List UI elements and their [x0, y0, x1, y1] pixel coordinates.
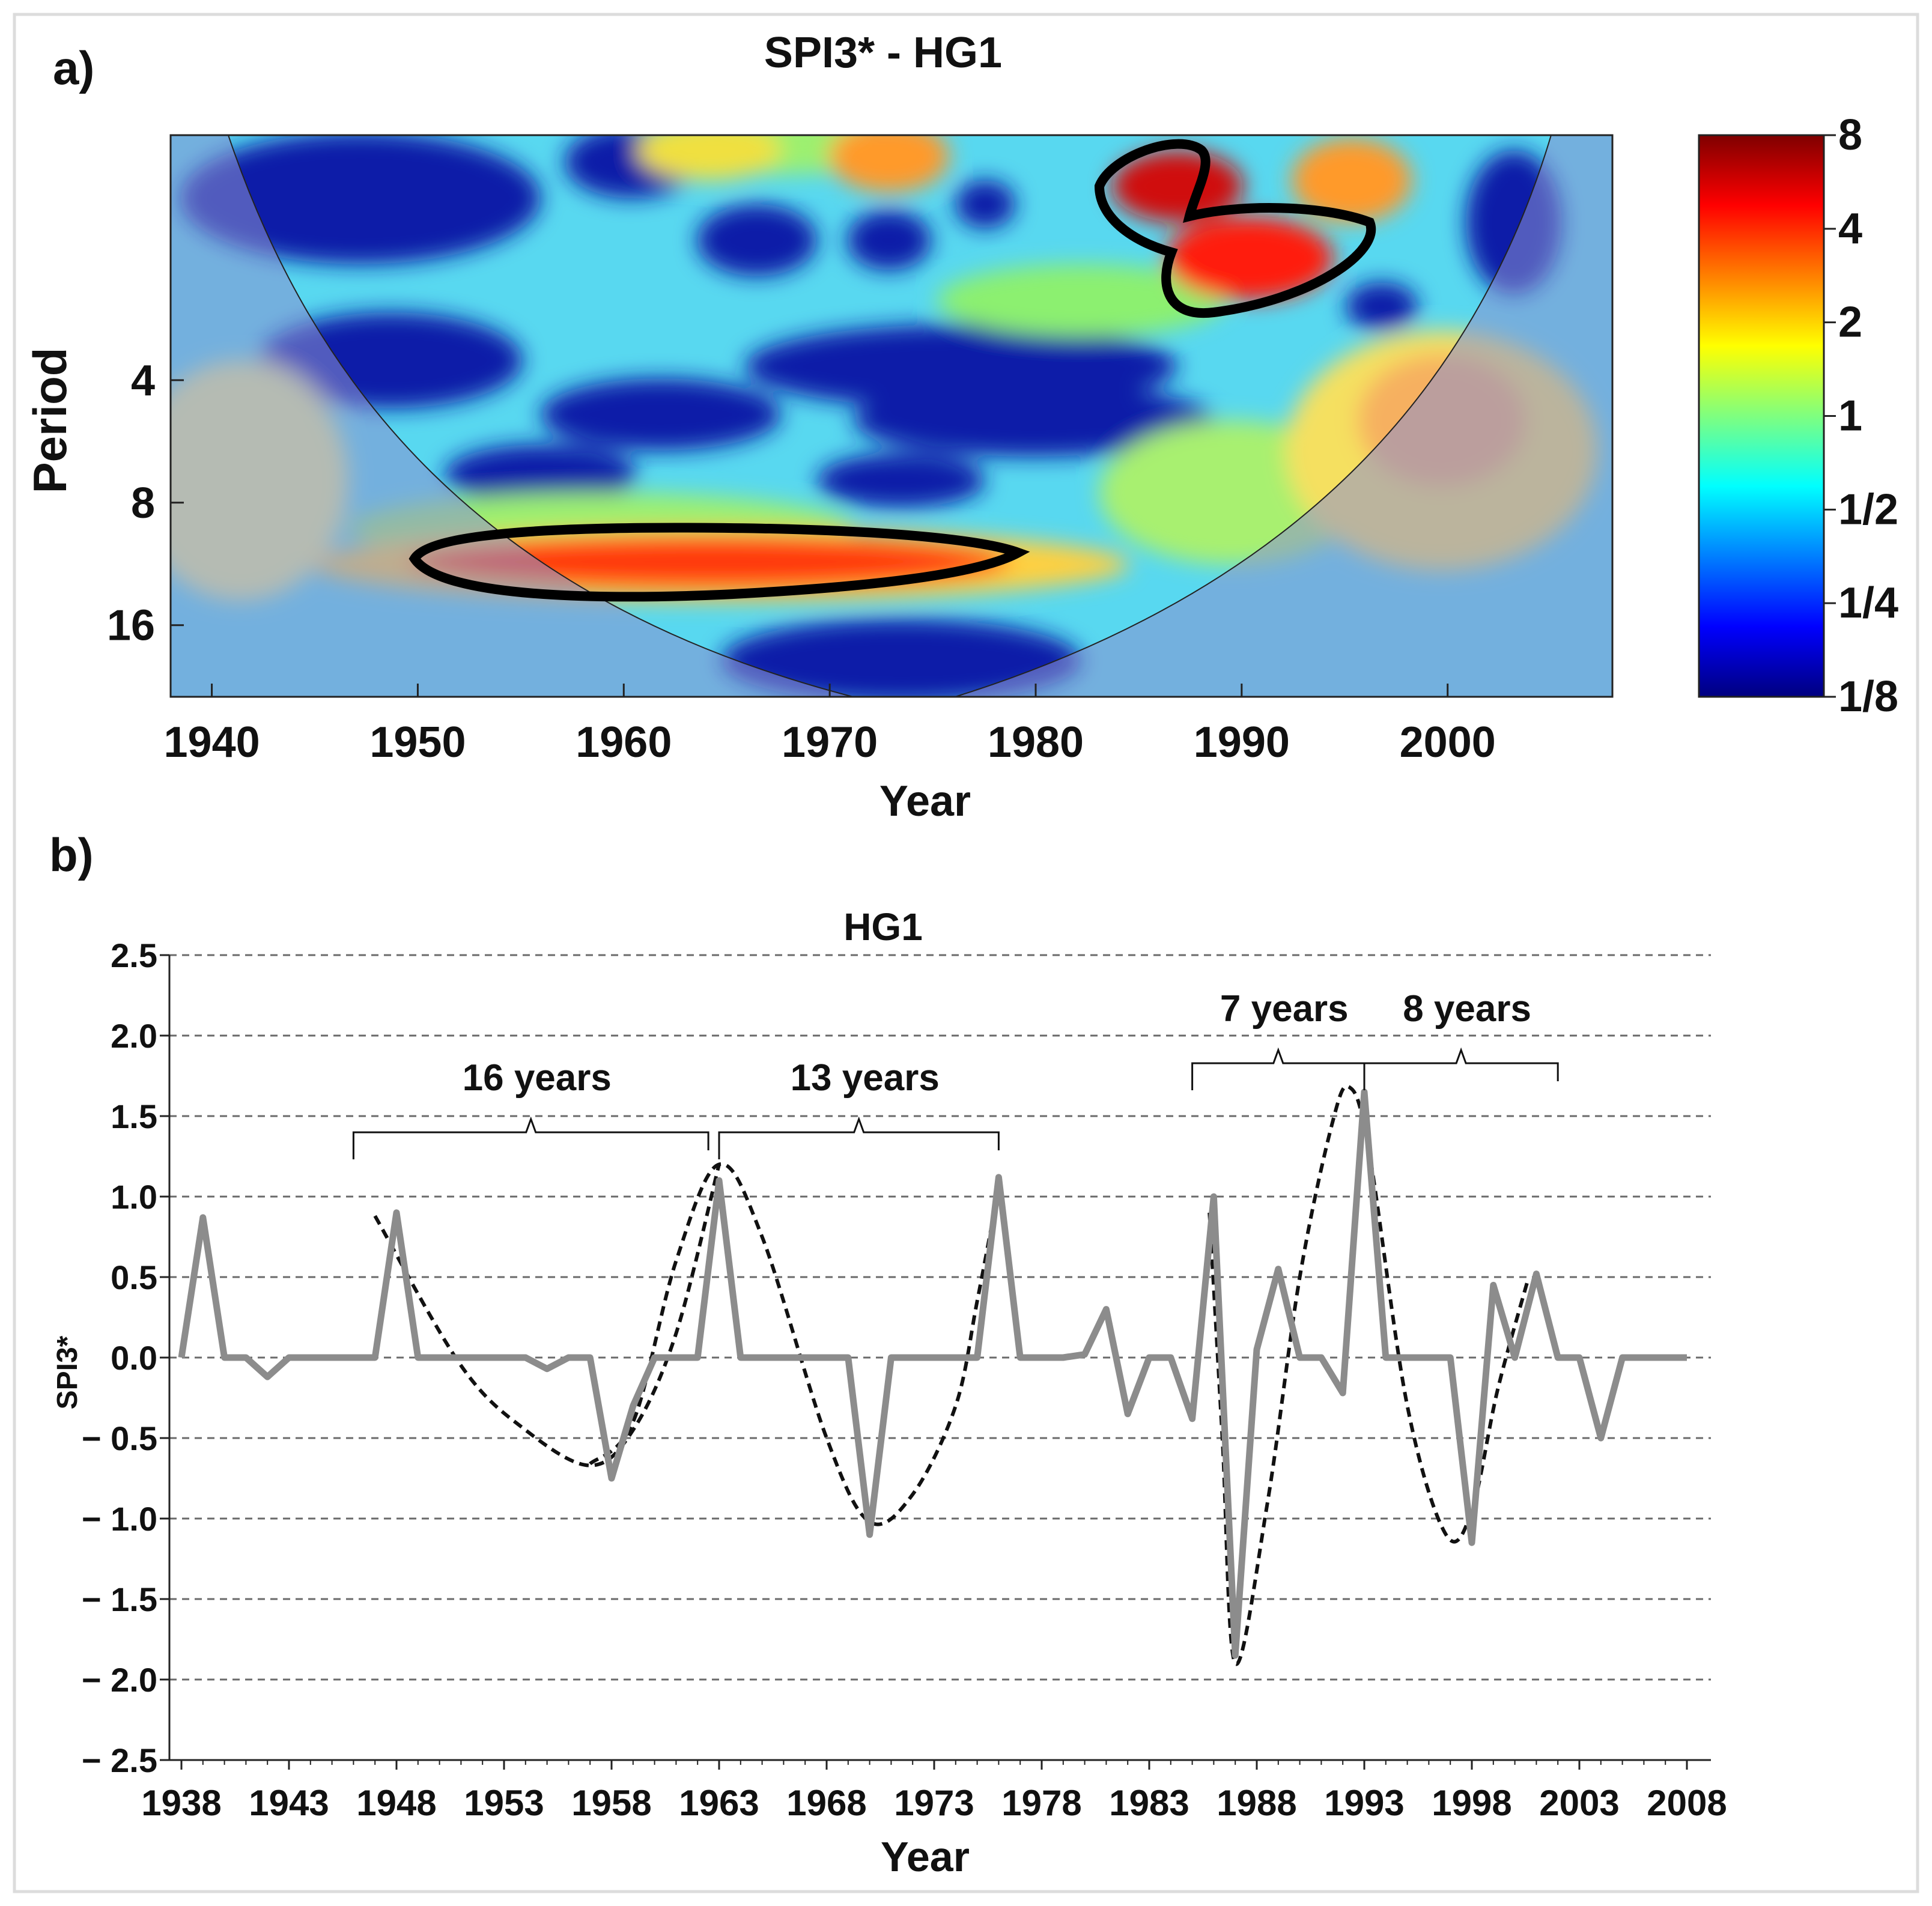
- panel-b-x-ticks: 1938 1943 1948 1953 1958 1963 1968 1973 1978 1983…: [141, 1760, 1727, 1823]
- y-tick-label: − 1.5: [82, 1580, 157, 1618]
- x-tick-label: 1950: [369, 718, 466, 766]
- y-tick-label: − 0.5: [82, 1419, 157, 1457]
- colorbar-tick-label: 1/2: [1838, 485, 1898, 533]
- panel-b: b) HG1 2.5 2.0 1.5 1.0 0.5 0.0 − 0.5 − 1.0 − 1.5…: [49, 828, 1727, 1880]
- x-tick-label: 1953: [464, 1783, 544, 1823]
- colorbar: [1698, 134, 1825, 698]
- x-tick-label: 1970: [782, 718, 878, 766]
- panel-a-label: a): [53, 41, 94, 94]
- annotation-label: 13 years: [791, 1057, 940, 1099]
- x-tick-label: 1980: [988, 718, 1084, 766]
- significance-contour-1: [409, 523, 1030, 602]
- heatmap-frame: [169, 134, 1614, 698]
- y-tick-label: − 2.5: [82, 1741, 157, 1779]
- x-tick-label: 1978: [1001, 1783, 1081, 1823]
- y-tick-label: 0.0: [111, 1339, 157, 1377]
- panel-a-x-label: Year: [879, 777, 971, 825]
- y-tick-label: 2.0: [111, 1017, 157, 1055]
- x-tick-label: 1963: [679, 1783, 759, 1823]
- brace: [352, 1116, 709, 1159]
- x-tick-label: 1993: [1324, 1783, 1404, 1823]
- series-line: [178, 1088, 1687, 1659]
- colorbar-tick-label: 1: [1838, 392, 1862, 440]
- x-tick-label: 1960: [576, 718, 672, 766]
- y-tick-label: 4: [131, 357, 155, 405]
- fitted-curves: [373, 1084, 1530, 1666]
- panel-a: a) SPI3* - HG1: [23, 29, 1898, 825]
- x-tick-label: 1958: [571, 1783, 651, 1823]
- colorbar-tick-label: 2: [1838, 299, 1862, 347]
- period-annotations: 16 years 13 years 7 years 8 years: [352, 988, 1559, 1159]
- panel-b-y-label: SPI3*: [52, 1335, 84, 1409]
- x-tick-label: 2003: [1539, 1783, 1619, 1823]
- y-tick-label: − 2.0: [82, 1661, 157, 1699]
- panel-a-y-ticks: 4 8 16: [107, 357, 184, 650]
- panel-a-y-label: Period: [23, 348, 76, 494]
- panel-b-y-ticks: 2.5 2.0 1.5 1.0 0.5 0.0 − 0.5 − 1.0 − 1.5 − 2.0 − …: [82, 936, 169, 1779]
- x-tick-label: 1938: [141, 1783, 221, 1823]
- significance-contour-2: [1094, 139, 1376, 318]
- brace: [1191, 1047, 1365, 1090]
- x-tick-label: 1948: [356, 1783, 436, 1823]
- panel-b-x-label: Year: [881, 1833, 970, 1880]
- y-tick-label: 8: [131, 479, 155, 527]
- series: [178, 1088, 1687, 1659]
- x-tick-label: 1983: [1109, 1783, 1189, 1823]
- y-tick-label: 2.5: [111, 936, 157, 974]
- x-tick-label: 1943: [249, 1783, 329, 1823]
- x-tick-label: 1998: [1432, 1783, 1511, 1823]
- annotation-label: 8 years: [1403, 988, 1531, 1030]
- x-tick-label: 2000: [1400, 718, 1496, 766]
- colorbar-tick-label: 4: [1838, 205, 1862, 253]
- x-tick-label: 1940: [163, 718, 260, 766]
- y-tick-label: 1.5: [111, 1097, 157, 1135]
- panel-a-x-ticks: 1940 1950 1960 1970 1980 1990 2000: [163, 684, 1496, 766]
- fitted-curve: [373, 1164, 721, 1467]
- y-tick-label: 1.0: [111, 1178, 157, 1216]
- colorbar-ticks: 8 4 2 1 1/2 1/4 1/8: [1824, 111, 1898, 721]
- colorbar-tick-label: 8: [1838, 111, 1862, 159]
- y-tick-label: − 1.0: [82, 1500, 157, 1538]
- x-tick-label: 2008: [1647, 1783, 1727, 1823]
- x-tick-label: 1968: [786, 1783, 866, 1823]
- brace: [1363, 1047, 1559, 1090]
- brace: [718, 1116, 1000, 1159]
- figure-border: [13, 13, 1919, 1893]
- wavelet-power-heatmap: [171, 135, 1612, 697]
- y-tick-label: 0.5: [111, 1258, 157, 1296]
- panel-b-label: b): [49, 828, 94, 881]
- annotation-label: 7 years: [1220, 988, 1349, 1030]
- x-tick-label: 1988: [1217, 1783, 1296, 1823]
- panel-b-title: HG1: [843, 905, 923, 948]
- fitted-curve: [589, 1162, 1001, 1526]
- y-tick-label: 16: [107, 602, 155, 650]
- fitted-curve: [1208, 1084, 1530, 1666]
- panel-a-title: SPI3* - HG1: [764, 29, 1002, 77]
- x-tick-label: 1973: [894, 1783, 974, 1823]
- x-tick-label: 1990: [1194, 718, 1290, 766]
- colorbar-tick-label: 1/8: [1838, 673, 1898, 721]
- annotation-label: 16 years: [463, 1057, 612, 1099]
- colorbar-tick-label: 1/4: [1838, 579, 1898, 627]
